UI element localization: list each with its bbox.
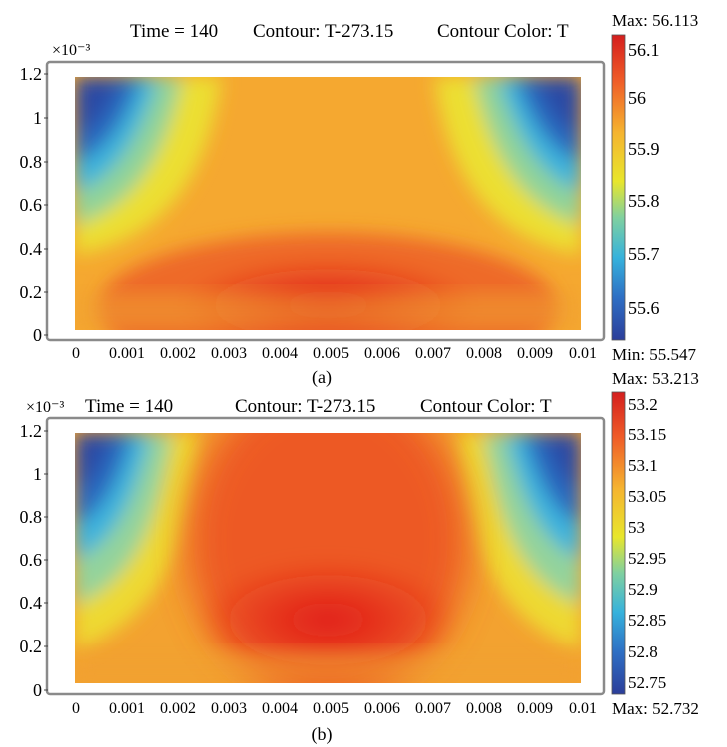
panel-b-time: Time = 140 — [85, 396, 173, 417]
panel-b-colorbar-max: Max: 53.213 — [612, 369, 699, 388]
colorbar-tick-label: 55.8 — [628, 191, 660, 211]
y-tick-label: 0.6 — [20, 195, 43, 215]
panel-a-label: (a) — [312, 367, 332, 388]
panel-b-y-multiplier: ×10⁻³ — [26, 399, 64, 416]
panel-a: Time = 140 Contour: T-273.15 Contour Col… — [20, 11, 699, 388]
panel-b-colorbar-min: Max: 52.732 — [612, 699, 699, 718]
colorbar-tick-label: 56.1 — [628, 40, 660, 60]
x-tick-label: 0.008 — [466, 345, 502, 362]
panel-b-x-ticks: 0 0.001 0.002 0.003 0.004 0.005 0.006 0.… — [72, 700, 597, 717]
panel-a-colorbar-min: Min: 55.547 — [612, 345, 697, 364]
x-tick-label: 0.001 — [109, 700, 145, 717]
colorbar-tick-label: 55.7 — [628, 244, 660, 264]
y-tick-label: 1.2 — [20, 421, 43, 441]
colorbar-tick-label: 52.9 — [628, 580, 658, 599]
panel-b-colorbar — [611, 391, 626, 695]
panel-a-x-ticks: 0 0.001 0.002 0.003 0.004 0.005 0.006 0.… — [72, 345, 597, 362]
y-tick-label: 0.8 — [20, 507, 43, 527]
panel-a-colorbar-ticks: 56.1 56 55.9 55.8 55.7 55.6 — [628, 40, 660, 318]
colorbar-tick-label: 53.1 — [628, 456, 658, 475]
colorbar-tick-label: 52.95 — [628, 549, 666, 568]
colorbar-tick-label: 55.6 — [628, 298, 660, 318]
x-tick-label: 0.004 — [262, 345, 298, 362]
colorbar-tick-label: 53.2 — [628, 395, 658, 414]
y-tick-label: 1 — [33, 464, 42, 484]
x-tick-label: 0 — [72, 700, 80, 717]
x-tick-label: 0.006 — [364, 700, 400, 717]
panel-a-contour-color: Contour Color: T — [437, 21, 569, 42]
y-tick-label: 0 — [33, 680, 42, 700]
panel-a-field — [75, 77, 581, 330]
x-tick-label: 0.004 — [262, 700, 298, 717]
y-tick-label: 0.8 — [20, 152, 43, 172]
x-tick-label: 0.001 — [109, 345, 145, 362]
x-tick-label: 0.006 — [364, 345, 400, 362]
y-tick-label: 0.2 — [20, 636, 43, 656]
panel-b-y-ticks: 0 0.2 0.4 0.6 0.8 1 1.2 — [20, 421, 43, 700]
y-tick-label: 0.4 — [20, 593, 43, 613]
colorbar-tick-label: 52.75 — [628, 673, 666, 692]
panel-a-colorbar — [611, 34, 626, 341]
x-tick-label: 0.009 — [517, 345, 553, 362]
x-tick-label: 0.002 — [160, 700, 196, 717]
x-tick-label: 0.005 — [313, 345, 349, 362]
x-tick-label: 0 — [72, 345, 80, 362]
x-tick-label: 0.005 — [313, 700, 349, 717]
colorbar-tick-label: 56 — [628, 88, 646, 108]
panel-b: ×10⁻³ Time = 140 Contour: T-273.15 Conto… — [20, 369, 699, 745]
panel-a-y-multiplier: ×10⁻³ — [52, 42, 90, 59]
colorbar-tick-label: 53 — [628, 518, 645, 537]
panel-a-contour: Contour: T-273.15 — [253, 21, 393, 42]
colorbar-tick-label: 55.9 — [628, 139, 660, 159]
y-tick-label: 0.6 — [20, 550, 43, 570]
y-tick-label: 0.2 — [20, 282, 43, 302]
x-tick-label: 0.007 — [415, 700, 451, 717]
x-tick-label: 0.002 — [160, 345, 196, 362]
x-tick-label: 0.01 — [569, 345, 597, 362]
colorbar-tick-label: 52.8 — [628, 642, 658, 661]
x-tick-label: 0.007 — [415, 345, 451, 362]
panel-b-contour: Contour: T-273.15 — [235, 396, 375, 417]
x-tick-label: 0.008 — [466, 700, 502, 717]
x-tick-label: 0.01 — [569, 700, 597, 717]
y-tick-label: 0 — [33, 325, 42, 345]
y-tick-label: 0.4 — [20, 239, 43, 259]
panel-b-label: (b) — [312, 724, 333, 745]
panel-b-field — [75, 433, 581, 683]
panel-a-y-ticks: 0 0.2 0.4 0.6 0.8 1 1.2 — [20, 64, 43, 345]
x-tick-label: 0.003 — [211, 700, 247, 717]
panel-a-time: Time = 140 — [130, 21, 218, 42]
x-tick-label: 0.003 — [211, 345, 247, 362]
x-tick-label: 0.009 — [517, 700, 553, 717]
colorbar-tick-label: 53.05 — [628, 487, 666, 506]
colorbar-tick-label: 53.15 — [628, 425, 666, 444]
panel-b-contour-color: Contour Color: T — [420, 396, 552, 417]
panel-a-colorbar-max: Max: 56.113 — [612, 11, 698, 30]
panel-b-colorbar-ticks: 53.2 53.15 53.1 53.05 53 52.95 52.9 52.8… — [628, 395, 666, 692]
y-tick-label: 1 — [33, 108, 42, 128]
y-tick-label: 1.2 — [20, 64, 43, 84]
colorbar-tick-label: 52.85 — [628, 611, 666, 630]
